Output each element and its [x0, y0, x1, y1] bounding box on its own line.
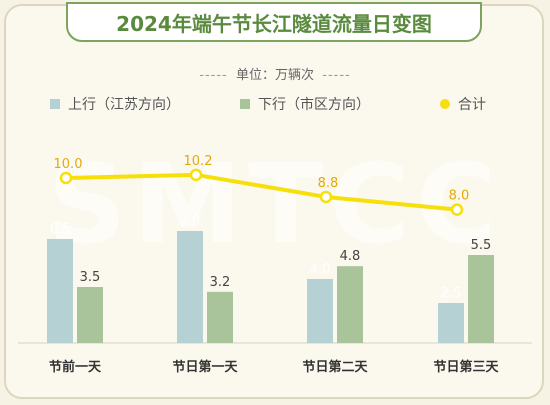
bar-down-0	[77, 287, 103, 343]
total-label-3: 8.0	[449, 189, 470, 204]
total-point-1	[189, 168, 203, 182]
unit-dash-left: -----	[199, 68, 228, 83]
legend-item-up: 上行（江苏方向）	[50, 94, 180, 114]
chart-legend: 上行（江苏方向） 下行（市区方向） 合计	[0, 94, 550, 114]
unit-dash-right: -----	[322, 68, 351, 83]
x-tick-label-0: 节前一天	[49, 359, 102, 375]
legend-item-down: 下行（市区方向）	[240, 94, 370, 114]
legend-item-total: 合计	[440, 94, 486, 114]
data-label-up-3: 2.5	[441, 286, 462, 301]
unit-label: ----- 单位：万辆次 -----	[0, 64, 550, 83]
total-label-2: 8.8	[318, 176, 339, 191]
bar-up-2	[307, 279, 333, 343]
x-tick-label-1: 节日第一天	[172, 359, 238, 375]
unit-prefix: 单位：	[235, 68, 275, 83]
data-label-up-0: 6.5	[50, 222, 71, 237]
data-label-up-1: 7.0	[180, 214, 201, 229]
total-point-0	[59, 171, 73, 185]
bar-up-3	[438, 303, 464, 343]
total-line	[64, 172, 459, 212]
total-label-1: 10.2	[184, 154, 213, 169]
legend-label-total: 合计	[458, 97, 486, 113]
data-label-down-1: 3.2	[210, 275, 231, 290]
bar-down-2	[337, 266, 363, 343]
total-label-0: 10.0	[54, 157, 83, 172]
bar-up-0	[47, 239, 73, 343]
bar-up-1	[177, 231, 203, 343]
x-tick-label-2: 节日第二天	[302, 359, 368, 375]
bar-down-3	[468, 255, 494, 343]
x-tick-label-3: 节日第三天	[433, 359, 499, 375]
total-point-3	[450, 203, 464, 216]
chart-title: 2024年端午节长江隧道流量日变图	[66, 2, 482, 42]
legend-swatch-total	[440, 99, 450, 109]
legend-swatch-up	[50, 99, 60, 109]
legend-swatch-down	[240, 99, 250, 109]
bar-down-1	[207, 291, 233, 343]
data-label-down-2: 4.8	[340, 249, 361, 264]
legend-label-down: 下行（市区方向）	[258, 97, 370, 113]
data-label-down-3: 5.5	[471, 238, 492, 253]
total-point-2	[319, 190, 333, 204]
data-label-up-2: 4.0	[310, 262, 331, 277]
data-label-down-0: 3.5	[80, 270, 101, 285]
legend-label-up: 上行（江苏方向）	[68, 97, 180, 113]
watermark: SMTCC	[47, 140, 503, 268]
unit-value: 万辆次	[275, 68, 315, 83]
